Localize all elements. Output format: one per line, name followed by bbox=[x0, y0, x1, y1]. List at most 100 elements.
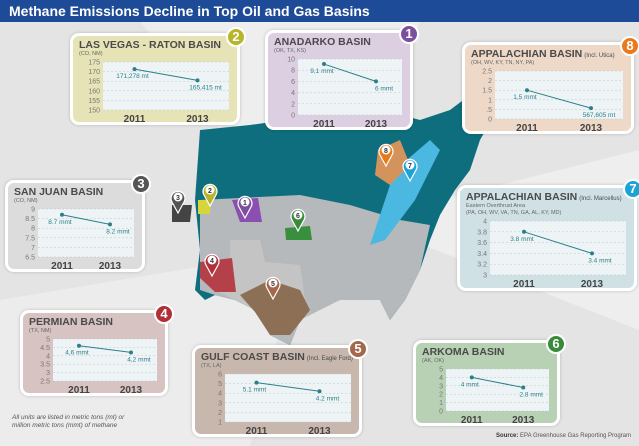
y-tick-label: 2.5 bbox=[40, 379, 50, 386]
y-tick-label: 6.5 bbox=[25, 255, 35, 262]
pin-number: 3 bbox=[176, 195, 180, 202]
basin-card: 2 LAS VEGAS - RATON BASIN (CO, NM) 150 15… bbox=[70, 27, 246, 125]
pin-center bbox=[405, 160, 415, 170]
series-line bbox=[256, 382, 320, 392]
pin-number: 2 bbox=[208, 188, 212, 195]
y-tick-label: 4 bbox=[439, 375, 443, 382]
data-label: 5.1 mmt bbox=[243, 387, 267, 394]
data-label: 3.4 mmt bbox=[588, 257, 612, 264]
basin-subtitle: Eastern Overthrust Area bbox=[466, 203, 525, 209]
data-point bbox=[522, 229, 526, 234]
data-point bbox=[374, 79, 378, 84]
basin-name: ARKOMA BASIN bbox=[422, 346, 505, 358]
basin-map-pin[interactable]: 3 bbox=[170, 190, 186, 215]
pin-center bbox=[173, 192, 183, 202]
units-note: All units are listed in metric tons (mt)… bbox=[8, 412, 134, 432]
data-point bbox=[525, 88, 529, 93]
y-tick-label: 4 bbox=[218, 391, 222, 398]
y-tick-label: 8.5 bbox=[25, 216, 35, 223]
pin-center bbox=[293, 210, 303, 220]
basin-card: 7 APPALACHIAN BASIN (Incl. Marcellus) Eas… bbox=[457, 179, 639, 291]
basin-title: LAS VEGAS - RATON BASIN bbox=[79, 39, 231, 51]
y-tick-label: 4 bbox=[483, 219, 487, 226]
y-tick-label: 2 bbox=[291, 101, 295, 108]
gulf-coast-basin-area bbox=[240, 280, 310, 335]
x-tick-label: 2011 bbox=[124, 114, 146, 124]
data-label: 4.2 mmt bbox=[316, 395, 340, 402]
y-tick-label: 3.5 bbox=[40, 362, 50, 369]
x-tick-label: 2011 bbox=[513, 279, 535, 289]
y-tick-label: 2 bbox=[218, 410, 222, 417]
plot-area bbox=[103, 62, 229, 110]
basin-number-badge: 1 bbox=[399, 24, 419, 44]
basin-note: (Incl. Utica) bbox=[584, 53, 615, 59]
basin-name: SAN JUAN BASIN bbox=[14, 186, 104, 198]
arkoma-basin-area bbox=[285, 226, 312, 240]
y-tick-label: 4 bbox=[46, 353, 50, 360]
data-label: 4 mmt bbox=[461, 381, 479, 388]
basin-title: PERMIAN BASIN bbox=[29, 316, 159, 328]
x-tick-label: 2013 bbox=[186, 114, 209, 124]
plot-area bbox=[298, 59, 402, 115]
basin-map-pin[interactable]: 6 bbox=[290, 208, 306, 233]
y-tick-label: 3.8 bbox=[477, 229, 487, 236]
basin-subtitle: (OH, WV, KY, TN, NY, PA) bbox=[471, 60, 535, 66]
x-tick-label: 2011 bbox=[51, 261, 73, 271]
basin-map-pin[interactable]: 1 bbox=[237, 195, 253, 220]
series-line bbox=[61, 214, 111, 225]
data-label: 8.2 mmt bbox=[106, 228, 130, 235]
basin-map-pin[interactable]: 7 bbox=[402, 158, 418, 183]
y-tick-label: 1 bbox=[439, 400, 443, 407]
y-tick-label: 5 bbox=[218, 381, 222, 388]
pin-center bbox=[381, 145, 391, 155]
basin-title: ANADARKO BASIN bbox=[274, 36, 404, 48]
basin-map-pin[interactable]: 4 bbox=[204, 253, 220, 278]
basin-card: 1 ANADARKO BASIN (OK, TX, KS) 0 2 4 6 8 10 9,1… bbox=[265, 24, 419, 130]
basin-name: GULF COAST BASIN bbox=[201, 351, 305, 363]
pin-center bbox=[268, 278, 278, 288]
basin-number-badge: 7 bbox=[623, 179, 639, 199]
basin-map-pin[interactable]: 2 bbox=[202, 183, 218, 208]
basin-card: 3 SAN JUAN BASIN (CO, NM) 6.5 7 7.5 8 8.5 9 8.… bbox=[5, 174, 151, 272]
y-tick-label: 6 bbox=[218, 372, 222, 379]
basin-number-badge: 8 bbox=[620, 36, 639, 56]
source-text: EPA Greenhouse Gas Reporting Program bbox=[520, 433, 631, 439]
x-tick-label: 2011 bbox=[246, 426, 268, 436]
basin-note: (Incl. Marcellus) bbox=[579, 196, 622, 202]
x-tick-label: 2011 bbox=[68, 385, 90, 395]
series-line bbox=[471, 376, 524, 388]
marcellus-area bbox=[370, 140, 440, 245]
x-tick-label: 2013 bbox=[308, 426, 331, 436]
basin-subtitle: (TX, NM) bbox=[29, 328, 52, 334]
plot-area bbox=[53, 339, 157, 381]
line-chart: 2.5 33.5 44.55 4,6 mmt 2011 4,2 mmt 2013 bbox=[40, 337, 157, 395]
basin-card: 5 GULF COAST BASIN (Incl. Eagle Ford) (TX… bbox=[192, 339, 368, 437]
y-tick-label: 6 bbox=[291, 79, 295, 86]
data-point bbox=[60, 212, 64, 217]
y-tick-label: .5 bbox=[486, 107, 492, 114]
source-credit: Source: EPA Greenhouse Gas Reporting Pro… bbox=[496, 433, 631, 439]
x-tick-label: 2013 bbox=[581, 279, 604, 289]
data-label: 1,5 mmt bbox=[513, 94, 537, 101]
pin-center bbox=[207, 255, 217, 265]
y-tick-label: 3 bbox=[46, 370, 50, 377]
basin-number-badge: 3 bbox=[131, 174, 151, 194]
basin-number-badge: 2 bbox=[226, 27, 246, 47]
data-label: 2.8 mmt bbox=[520, 391, 544, 398]
basin-map-pin[interactable]: 5 bbox=[265, 276, 281, 301]
x-tick-label: 2013 bbox=[365, 119, 388, 129]
line-chart: 0 12 345 4 mmt 2011 2.8 mmt 2013 bbox=[439, 367, 549, 425]
y-tick-label: 7.5 bbox=[25, 235, 35, 242]
plot-area bbox=[495, 71, 623, 119]
pin-number: 5 bbox=[271, 281, 275, 288]
data-point bbox=[317, 389, 322, 394]
plot-area bbox=[446, 369, 549, 411]
basin-number-badge: 4 bbox=[154, 304, 174, 324]
data-point bbox=[322, 62, 326, 67]
y-tick-label: 4 bbox=[291, 90, 295, 97]
y-tick-label: 170 bbox=[88, 69, 100, 76]
y-tick-label: 8 bbox=[31, 226, 35, 233]
line-chart: 6.5 7 7.5 8 8.5 9 8.7 mmt 2011 8.2 mmt 2013 bbox=[25, 207, 134, 271]
basin-map-pin[interactable]: 8 bbox=[378, 143, 394, 168]
data-label: 8.7 mmt bbox=[48, 219, 72, 226]
